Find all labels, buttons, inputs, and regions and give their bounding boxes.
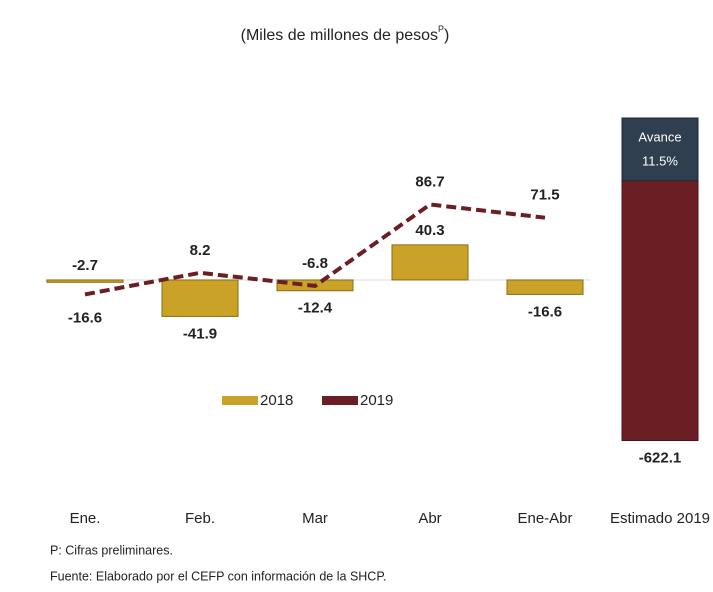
- bar: [46, 279, 124, 283]
- x-tick-label: Estimado 2019: [610, 510, 710, 527]
- x-tick-label: Ene-Abr: [517, 510, 572, 527]
- x-tick-label: Mar: [302, 510, 328, 527]
- bar: [161, 279, 239, 317]
- legend-swatch: [222, 396, 258, 405]
- chart-title: (Miles de millones de pesosP): [241, 24, 450, 44]
- title-text: (Miles de millones de pesos: [241, 27, 438, 44]
- data-label: -41.9: [183, 325, 217, 342]
- data-label: -6.8: [302, 255, 328, 272]
- bar: [506, 279, 584, 295]
- legend-label: 2019: [360, 392, 393, 409]
- title-end: ): [444, 27, 449, 44]
- line: [84, 202, 546, 297]
- data-label: -16.6: [68, 309, 102, 326]
- data-label: 71.5: [530, 187, 559, 204]
- data-label: -2.7: [72, 257, 98, 274]
- footnote: P: Cifras preliminares.: [50, 543, 173, 557]
- legend-swatch: [322, 396, 358, 405]
- data-label: -16.6: [528, 303, 562, 320]
- data-label: -12.4: [298, 300, 333, 317]
- data-label: -622.1: [639, 449, 682, 466]
- x-tick-label: Abr: [418, 510, 441, 527]
- annotation-value: 11.5%: [642, 153, 678, 168]
- legend-label: 2018: [260, 392, 293, 409]
- data-label: 8.2: [190, 242, 211, 259]
- x-tick-label: Feb.: [185, 510, 215, 527]
- annotation-box: [621, 117, 699, 182]
- annotation-label: Avance: [638, 129, 681, 144]
- data-label: 40.3: [415, 222, 444, 239]
- bar: [391, 244, 469, 281]
- data-label: 86.7: [415, 173, 444, 190]
- bar: [621, 180, 699, 442]
- footnote: Fuente: Elaborado por el CEFP con inform…: [50, 569, 387, 583]
- title-superscript: P: [438, 24, 444, 34]
- x-tick-label: Ene.: [70, 510, 101, 527]
